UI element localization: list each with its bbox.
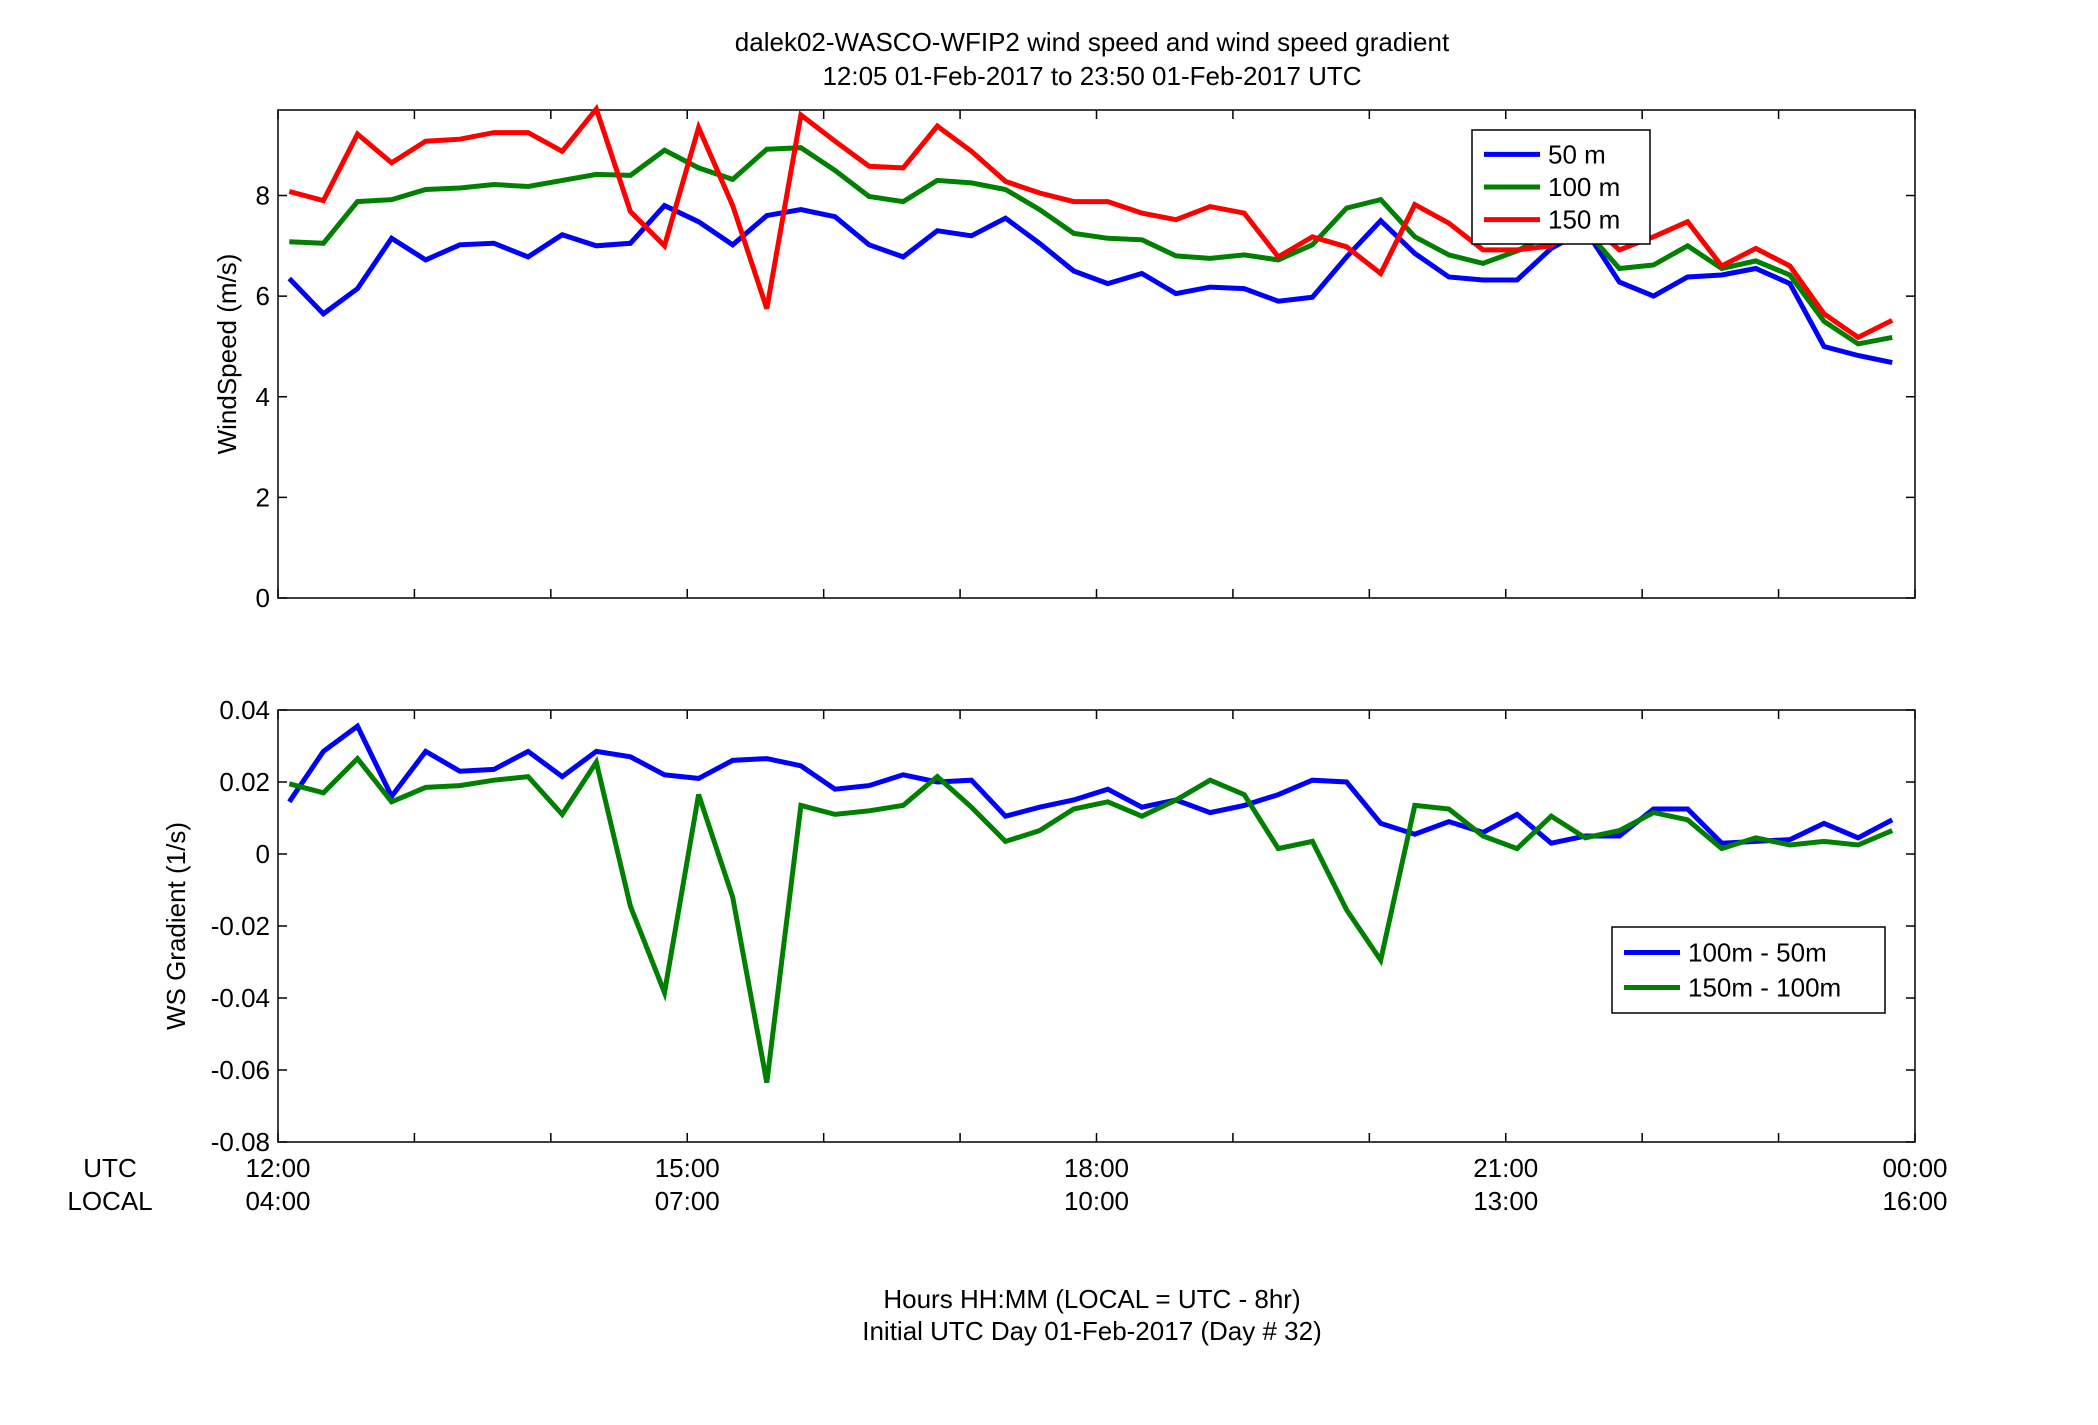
windspeed-series	[287, 103, 1894, 366]
gradient-ylabel: WS Gradient (1/s)	[161, 822, 191, 1030]
local-row-label: LOCAL	[67, 1186, 152, 1216]
xtick-label-local: 16:00	[1882, 1186, 1947, 1216]
xtick-label-utc: 12:00	[245, 1153, 310, 1183]
windspeed-series-50m	[287, 202, 1893, 366]
gradient-series	[287, 722, 1894, 1084]
gradient-ytick-label: -0.06	[211, 1055, 270, 1085]
gradient-ytick-label: 0.02	[219, 767, 270, 797]
gradient-legend-box	[1611, 926, 1886, 1014]
xtick-label-utc: 00:00	[1882, 1153, 1947, 1183]
xlabel-line2: Initial UTC Day 01-Feb-2017 (Day # 32)	[862, 1316, 1322, 1346]
windspeed-series-150m	[288, 103, 1894, 341]
xtick-label-utc: 18:00	[1064, 1153, 1129, 1183]
windspeed-ticks: 0 2 4 6 8	[256, 110, 1916, 613]
xlabel-line1: Hours HH:MM (LOCAL = UTC - 8hr)	[883, 1284, 1300, 1314]
xtick-label-local: 04:00	[245, 1186, 310, 1216]
windspeed-plot-area	[277, 109, 1916, 599]
gradient-legend-label: 100m - 50m	[1688, 938, 1827, 968]
windspeed-series-100m	[289, 145, 1893, 347]
gradient-ytick-label: 0.04	[219, 695, 270, 725]
xtick-label-utc: 15:00	[655, 1153, 720, 1183]
windspeed-ylabel: WindSpeed (m/s)	[212, 254, 242, 455]
gradient-ytick-label: -0.08	[211, 1127, 270, 1157]
xtick-label-local: 13:00	[1473, 1186, 1538, 1216]
windspeed-ytick-label: 0	[256, 583, 270, 613]
xtick-label-local: 07:00	[655, 1186, 720, 1216]
windspeed-legend-label: 50 m	[1548, 139, 1606, 169]
gradient-series-150m-100m	[288, 754, 1894, 1084]
gradient-ytick-label: -0.02	[211, 911, 270, 941]
windspeed-ytick-label: 2	[256, 482, 270, 512]
gradient-plot-area	[277, 709, 1916, 1143]
chart-title-line1: dalek02-WASCO-WFIP2 wind speed and wind …	[735, 27, 1450, 57]
windspeed-ytick-label: 6	[256, 281, 270, 311]
windspeed-legend-label: 100 m	[1548, 172, 1620, 202]
windspeed-ytick-label: 4	[256, 382, 270, 412]
xtick-label-local: 10:00	[1064, 1186, 1129, 1216]
windspeed-legend-label: 150 m	[1548, 205, 1620, 235]
gradient-legend: 100m - 50m 150m - 100m	[1611, 926, 1886, 1014]
utc-row-label: UTC	[83, 1153, 136, 1183]
gradient-ytick-label: -0.04	[211, 983, 270, 1013]
gradient-series-100m-50m	[287, 722, 1894, 846]
chart-title-line2: 12:05 01-Feb-2017 to 23:50 01-Feb-2017 U…	[822, 61, 1361, 91]
gradient-ytick-label: 0	[256, 839, 270, 869]
xtick-label-utc: 21:00	[1473, 1153, 1538, 1183]
gradient-legend-label: 150m - 100m	[1688, 973, 1841, 1003]
windspeed-ytick-label: 8	[256, 181, 270, 211]
